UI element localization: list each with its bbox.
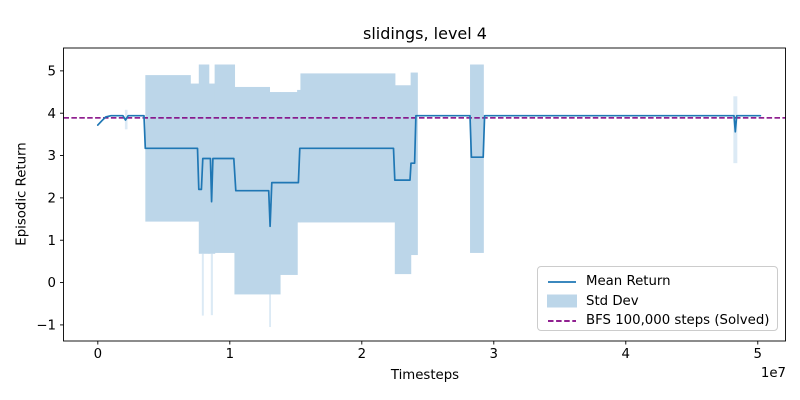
chart-title: slidings, level 4 — [363, 24, 487, 43]
legend-item-mean-return: Mean Return — [547, 272, 777, 292]
std-dev-band-spike — [210, 253, 213, 316]
std-dev-band-spike — [269, 294, 271, 328]
x-tick-label: 0 — [94, 347, 102, 362]
x-axis-offset-label: 1e7 — [760, 366, 786, 381]
y-tick-label: 1 — [48, 234, 56, 249]
legend-label: Mean Return — [586, 274, 671, 290]
y-tick-label: −1 — [36, 319, 56, 334]
std-dev-band-segment — [269, 92, 281, 295]
std-dev-band-segment — [470, 64, 484, 253]
legend-label: BFS 100,000 steps (Solved) — [586, 313, 770, 329]
y-tick-label: 0 — [48, 276, 56, 291]
mean-line-swatch-icon — [548, 280, 576, 283]
x-tick-label: 4 — [622, 347, 630, 362]
std-dev-band-segment — [279, 92, 298, 275]
x-tick-label: 5 — [754, 347, 762, 362]
legend-label: Std Dev — [586, 293, 639, 309]
x-tick-label: 3 — [490, 347, 498, 362]
axes-spine — [63, 47, 786, 342]
y-axis-label: Episodic Return — [14, 142, 30, 246]
bfs-dashed-line-swatch-icon — [548, 319, 576, 322]
y-tick-label: 5 — [48, 64, 56, 79]
x-axis-label: Timesteps — [390, 368, 460, 383]
legend-item-bfs: BFS 100,000 steps (Solved) — [547, 311, 777, 331]
std-dev-band-spike — [201, 253, 204, 316]
x-tick-label: 2 — [358, 347, 366, 362]
std-dev-patch-swatch-icon — [547, 294, 577, 308]
mean-return-line — [96, 114, 762, 228]
y-tick-label: 2 — [48, 191, 56, 206]
legend-item-std-dev: Std Dev — [547, 292, 777, 312]
std-dev-band-segment — [190, 83, 200, 222]
x-tick-label: 1 — [226, 347, 234, 362]
y-tick-label: 3 — [48, 149, 56, 164]
legend: Mean Return Std Dev BFS 100,000 steps (S… — [537, 266, 778, 331]
y-tick-label: 4 — [48, 107, 56, 122]
